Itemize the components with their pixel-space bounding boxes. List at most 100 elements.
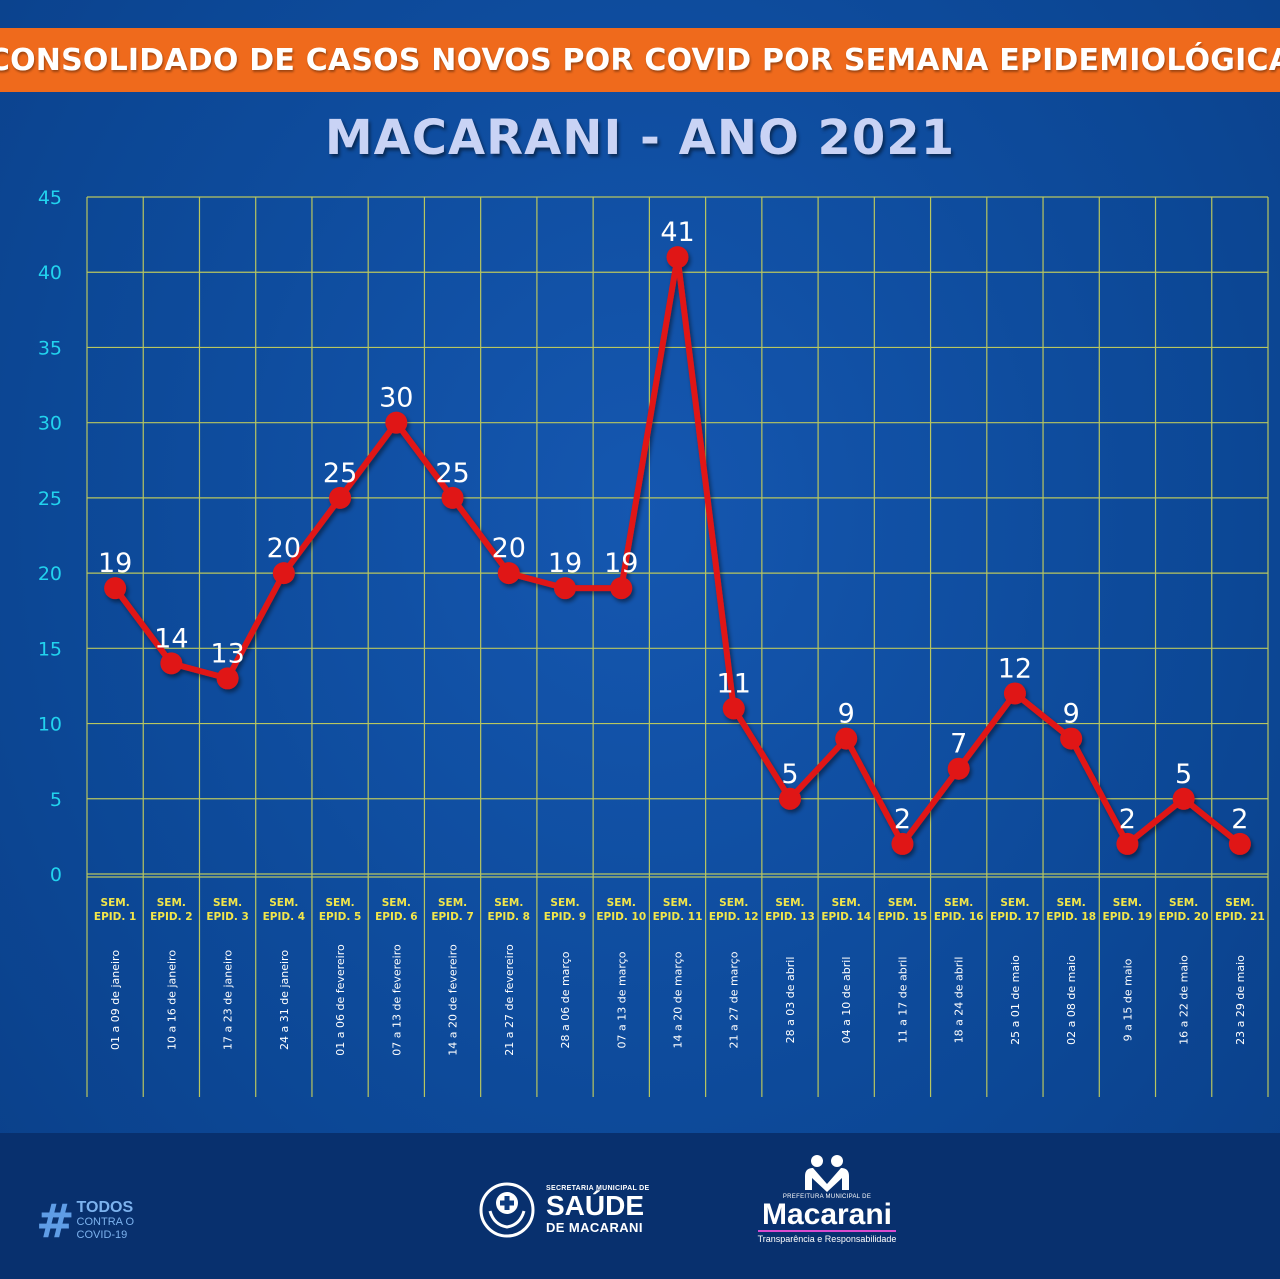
x-date-label: 01 a 06 de fevereiro [334,944,347,1056]
data-label: 20 [492,533,526,564]
saude-caption: SECRETARIA MUNICIPAL DE [546,1185,650,1192]
y-tick-label: 40 [38,262,62,284]
x-date-label: 07 a 13 de março [615,951,628,1048]
data-point [329,486,352,509]
x-date-label: 14 a 20 de março [672,951,685,1048]
data-label: 12 [998,653,1032,684]
hash-icon: # [36,1194,75,1248]
x-category-label: EPID. 3 [206,911,248,923]
x-category-label: EPID. 17 [990,911,1040,923]
x-category-label: SEM. [888,897,917,909]
data-point [778,787,801,810]
prefeitura-logo: PREFEITURA MUNICIPAL DE Macarani Transpa… [752,1154,902,1250]
y-tick-label: 10 [38,714,62,736]
chart-title: CONSOLIDADO DE CASOS NOVOS POR COVID POR… [0,42,1280,78]
prefeitura-caption: PREFEITURA MUNICIPAL DE [782,1194,872,1200]
data-label: 14 [154,623,188,654]
x-category-label: SEM. [1169,897,1198,909]
x-category-label: EPID. 12 [709,911,759,923]
series-cases [104,246,1251,855]
x-category-label: SEM. [832,897,861,909]
data-label: 13 [210,638,244,669]
x-category-label: SEM. [1225,897,1254,909]
x-date-label: 23 a 29 de maio [1234,955,1247,1045]
x-category-label: SEM. [550,897,579,909]
x-category-label: SEM. [494,897,523,909]
data-point [1003,682,1026,705]
saude-city: DE MACARANI [546,1220,643,1235]
data-point [1060,727,1083,750]
x-category-label: EPID. 7 [431,911,473,923]
data-label: 9 [838,699,855,730]
x-date-label: 16 a 22 de maio [1178,955,1191,1045]
y-tick-label: 20 [38,563,62,585]
x-category-label: EPID. 13 [765,911,815,923]
x-category-label: SEM. [213,897,242,909]
title-banner: CONSOLIDADO DE CASOS NOVOS POR COVID POR… [0,28,1280,92]
x-date-label: 10 a 16 de janeiro [165,950,178,1050]
x-category-label: EPID. 10 [596,911,646,923]
x-category-label: EPID. 15 [878,911,928,923]
x-axis-categories: SEM. EPID. 1 01 a 09 de janeiro SEM. EPID. 2… [94,897,1265,1056]
data-label: 20 [267,533,301,564]
x-date-label: 14 a 20 de fevereiro [447,944,460,1056]
x-category-label: SEM. [382,897,411,909]
x-date-label: 17 a 23 de janeiro [222,950,235,1050]
footer-bar [0,1133,1280,1279]
x-date-label: 18 a 24 de abril [953,957,966,1044]
x-category-label: EPID. 11 [653,911,703,923]
data-point [891,832,914,855]
saude-logo: SECRETARIA MUNICIPAL DE SAÚDE DE MACARAN… [478,1180,649,1240]
x-date-label: 04 a 10 de abril [840,957,853,1044]
x-category-label: EPID. 4 [263,911,305,923]
hashtag-line-2: CONTRA O [76,1216,134,1228]
x-category-label: EPID. 19 [1103,911,1153,923]
hashtag-logo: # TODOS CONTRA O COVID-19 [36,1196,134,1246]
x-category-label: EPID. 6 [375,911,417,923]
x-category-label: EPID. 20 [1159,911,1209,923]
data-label: 19 [604,548,638,579]
data-label: 5 [781,759,798,790]
people-icon [805,1155,849,1192]
x-category-label: SEM. [775,897,804,909]
y-tick-label: 35 [38,337,62,359]
data-label: 19 [98,548,132,579]
prefeitura-name: Macarani [761,1198,893,1231]
x-category-label: EPID. 16 [934,911,984,923]
data-label: 25 [435,458,469,489]
data-point [160,652,183,675]
y-tick-label: 45 [38,187,62,209]
chart-subtitle: MACARANI - ANO 2021 [324,110,956,166]
x-category-label: EPID. 14 [821,911,871,923]
y-tick-label: 30 [38,413,62,435]
x-category-label: SEM. [607,897,636,909]
prefeitura-tagline: Transparência e Responsabilidade [757,1230,897,1244]
x-category-label: SEM. [101,897,130,909]
data-label: 7 [950,729,967,760]
data-point [441,486,464,509]
x-category-label: SEM. [269,897,298,909]
data-point [272,562,295,585]
data-label: 41 [660,217,694,248]
data-point [104,577,127,600]
x-category-label: SEM. [438,897,467,909]
data-label: 2 [894,804,911,835]
x-date-label: 21 a 27 de fevereiro [503,944,516,1056]
data-label: 5 [1175,759,1192,790]
x-category-label: SEM. [157,897,186,909]
x-date-label: 9 a 15 de maio [1121,958,1134,1041]
x-category-label: SEM. [1000,897,1029,909]
x-date-label: 28 a 03 de abril [784,957,797,1044]
y-tick-label: 15 [38,638,62,660]
data-label: 19 [548,548,582,579]
data-point [610,577,633,600]
x-category-label: SEM. [719,897,748,909]
x-category-label: SEM. [663,897,692,909]
x-category-label: EPID. 21 [1215,911,1265,923]
hashtag-line-1: TODOS [76,1199,134,1216]
data-point [1172,787,1195,810]
data-point [554,577,577,600]
data-point [216,667,239,690]
